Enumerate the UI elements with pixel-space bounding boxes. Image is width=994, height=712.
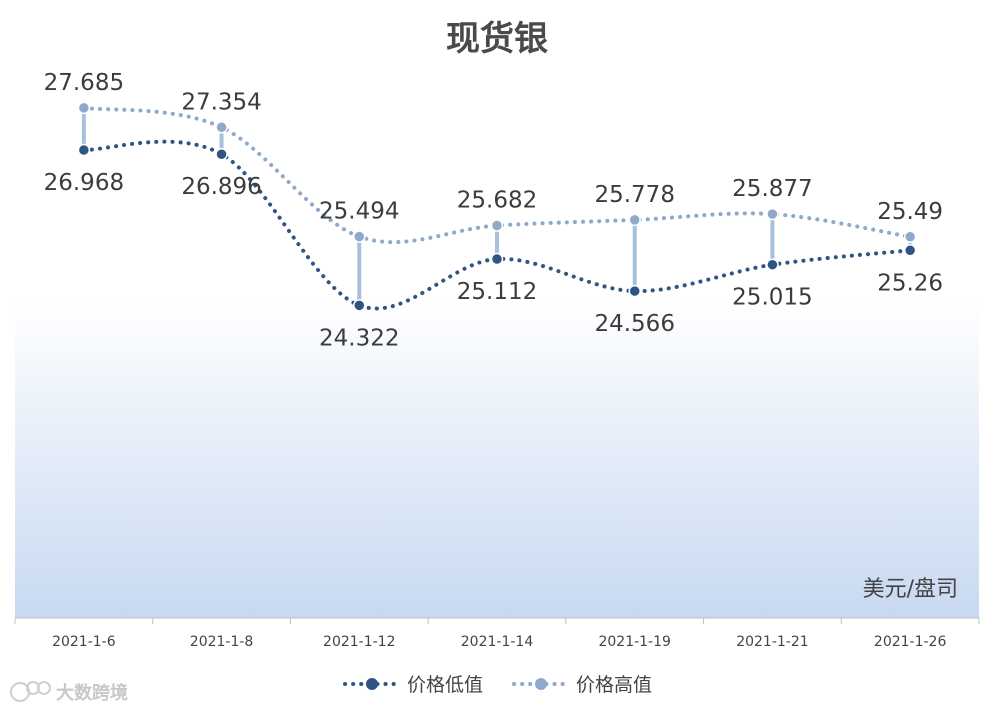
unit-label: 美元/盘司 <box>863 577 958 602</box>
x-tick-label: 2021-1-6 <box>52 634 116 650</box>
data-label: 24.566 <box>594 311 674 337</box>
x-tick-label: 2021-1-19 <box>598 634 670 650</box>
legend-label: 价格高值 <box>576 674 652 696</box>
data-point <box>215 121 228 134</box>
plot-background <box>15 300 979 618</box>
legend-label: 价格低值 <box>407 674 483 696</box>
data-label: 27.354 <box>181 89 261 115</box>
data-label: 24.322 <box>319 325 399 351</box>
data-label: 26.896 <box>181 174 261 200</box>
data-point <box>490 219 504 232</box>
data-point <box>353 299 366 312</box>
data-label: 25.494 <box>319 199 399 225</box>
legend: 价格低值 价格高值 <box>343 674 652 696</box>
legend-marker <box>366 678 378 690</box>
data-label: 25.015 <box>732 285 812 311</box>
x-axis: 2021-1-6 2021-1-8 2021-1-12 2021-1-14 2021-1… <box>14 617 980 650</box>
data-point <box>215 147 228 161</box>
data-label: 25.26 <box>877 270 943 296</box>
x-tick-label: 2021-1-21 <box>736 634 808 650</box>
data-point <box>766 258 779 271</box>
data-point <box>77 143 91 157</box>
watermark: 大数跨境 <box>10 681 128 704</box>
data-label: 25.877 <box>732 176 812 202</box>
watermark-text: 大数跨境 <box>56 682 128 704</box>
data-point <box>490 252 504 266</box>
data-point <box>903 230 917 244</box>
data-point <box>77 101 91 115</box>
data-label: 25.778 <box>594 182 674 208</box>
data-point <box>353 230 366 243</box>
data-labels: 27.685 27.354 25.494 25.682 25.778 25.877 25.4… <box>44 70 943 352</box>
data-point <box>903 244 917 257</box>
legend-item: 价格高值 <box>512 674 652 696</box>
data-label: 26.968 <box>44 170 124 196</box>
x-tick-label: 2021-1-12 <box>323 634 395 650</box>
data-point <box>628 284 641 298</box>
legend-marker <box>535 678 547 690</box>
x-tick-label: 2021-1-14 <box>461 634 534 650</box>
chart-title: 现货银 <box>446 19 548 59</box>
data-label: 25.49 <box>877 199 943 225</box>
data-label: 25.682 <box>457 188 537 214</box>
data-label: 27.685 <box>44 70 124 96</box>
data-label: 25.112 <box>457 279 537 305</box>
legend-item: 价格低值 <box>343 674 483 696</box>
data-point <box>766 207 779 221</box>
data-points <box>77 101 917 312</box>
x-tick-label: 2021-1-8 <box>190 634 254 650</box>
watermark-logo-icon <box>10 681 51 702</box>
data-point <box>628 213 641 227</box>
x-tick-label: 2021-1-26 <box>874 634 947 650</box>
